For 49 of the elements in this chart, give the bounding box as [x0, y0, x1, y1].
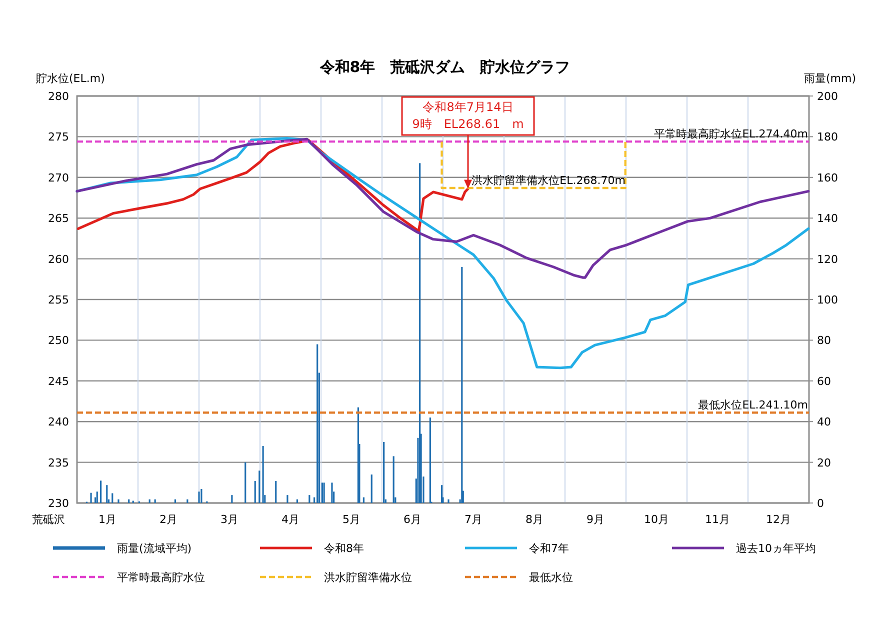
- y-tick-label: 280: [48, 90, 69, 103]
- annotation: 最低水位EL.241.10m: [698, 398, 808, 412]
- x-tick-label: 3月: [220, 513, 238, 526]
- annotation: 平常時最高貯水位EL.274.40m: [654, 128, 808, 141]
- y2-tick-label: 0: [817, 497, 824, 510]
- x-tick-label: 9月: [586, 513, 604, 526]
- x-tick-label: 8月: [526, 513, 544, 526]
- legend-label: 最低水位: [529, 571, 573, 584]
- y2-tick-label: 200: [817, 90, 838, 103]
- x-tick-label: 11月: [705, 513, 730, 526]
- legend-label: 令和8年: [324, 542, 364, 555]
- y2-tick-label: 20: [817, 456, 831, 470]
- y-tick-label: 240: [48, 416, 69, 429]
- x-tick-label: 10月: [644, 513, 669, 526]
- y2-tick-label: 80: [817, 334, 831, 348]
- y-tick-label: 255: [48, 294, 69, 306]
- x-tick-label: 6月: [404, 513, 422, 526]
- x-tick-label: 1月: [98, 513, 116, 526]
- legend-label: 洪水貯留準備水位: [324, 571, 412, 584]
- annotation: 令和8年7月14日 9時 EL268.61 m: [412, 100, 524, 131]
- x-tick-label: 4月: [282, 513, 300, 526]
- x-axis-title: 荒砥沢: [32, 513, 65, 526]
- y2-axis-title: 雨量(mm): [804, 72, 856, 85]
- legend-label: 令和7年: [529, 542, 569, 555]
- legend-label: 雨量(流域平均): [117, 542, 192, 555]
- y2-tick-label: 60: [817, 374, 831, 388]
- x-tick-label: 2月: [160, 513, 178, 526]
- x-tick-label: 7月: [464, 513, 482, 526]
- y-tick-label: 260: [48, 252, 69, 266]
- chart-title: 令和8年 荒砥沢ダム 貯水位グラフ: [318, 58, 570, 76]
- annotation: 洪水貯留準備水位EL.268.70m: [472, 174, 626, 187]
- y-tick-label: 245: [48, 374, 69, 388]
- y-tick-label: 235: [48, 456, 69, 470]
- y-tick-label: 250: [48, 334, 69, 348]
- y2-tick-label: 160: [817, 171, 838, 184]
- legend-label: 過去10ヵ年平均: [736, 542, 816, 555]
- y-tick-label: 275: [48, 130, 69, 144]
- y2-tick-label: 100: [817, 294, 838, 306]
- y2-tick-label: 180: [817, 130, 838, 144]
- y-tick-label: 270: [48, 171, 69, 184]
- y2-tick-label: 120: [817, 252, 838, 266]
- x-tick-label: 12月: [766, 513, 791, 526]
- y2-tick-label: 40: [817, 416, 831, 429]
- x-tick-label: 5月: [342, 513, 360, 526]
- legend-label: 平常時最高貯水位: [117, 571, 205, 584]
- y2-tick-label: 140: [817, 212, 838, 226]
- y-axis-title: 貯水位(EL.m): [36, 72, 105, 85]
- y-tick-label: 265: [48, 212, 69, 226]
- y-tick-label: 230: [48, 497, 69, 510]
